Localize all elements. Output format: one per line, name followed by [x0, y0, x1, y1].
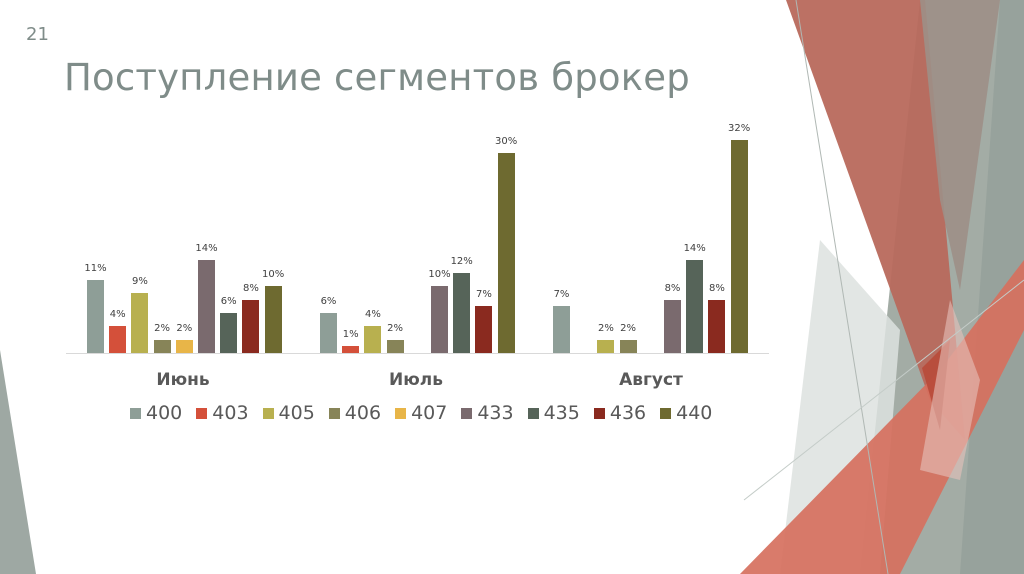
bar-436-0 [242, 299, 260, 353]
legend-item-406: 406 [328, 402, 382, 424]
bar-400-2 [553, 306, 570, 353]
bar-value-label: 8% [708, 282, 725, 294]
bar-435-2 [686, 259, 704, 353]
bar-433-0 [198, 259, 215, 353]
legend-item-403: 403 [196, 402, 249, 424]
legend-swatch-icon [196, 407, 208, 419]
bar-440-1 [497, 152, 515, 353]
category-label-july: Июль [389, 370, 443, 390]
bar-value-label: 6% [220, 295, 237, 307]
bar-value-label: 8% [664, 282, 681, 294]
bar-405-2 [597, 339, 615, 353]
legend-swatch-icon [262, 407, 274, 419]
bar-value-label: 12% [450, 255, 473, 267]
bar-value-label: 14% [195, 242, 218, 254]
category-label-june: Июнь [156, 370, 210, 390]
legend-item-435: 435 [527, 402, 580, 424]
bar-value-label: 2% [387, 322, 404, 334]
legend-label: 440 [676, 402, 713, 424]
bar-400-1 [320, 312, 337, 353]
legend-item-433: 433 [461, 402, 514, 424]
bar-403-1 [342, 346, 360, 353]
bar-436-2 [708, 299, 726, 353]
legend-label: 405 [278, 402, 315, 424]
legend-swatch-icon [328, 407, 340, 419]
legend-label: 407 [411, 402, 448, 424]
legend-swatch-icon [527, 407, 539, 419]
bar-407-0 [175, 339, 193, 353]
bar-406-2 [619, 339, 637, 353]
legend-label: 406 [344, 402, 382, 424]
bar-value-label: 6% [320, 295, 337, 307]
bar-435-0 [220, 312, 238, 353]
legend-swatch-icon [660, 407, 672, 419]
bar-value-label: 14% [683, 242, 706, 254]
bar-435-1 [453, 272, 471, 353]
bar-440-0 [264, 286, 282, 353]
legend-label: 403 [212, 402, 249, 424]
bar-value-label: 2% [597, 322, 614, 334]
legend-item-400: 400 [130, 402, 182, 424]
bar-value-label: 1% [342, 329, 359, 341]
bar-value-label: 32% [727, 122, 751, 134]
slide-title: Поступление сегментов брокер [64, 56, 690, 99]
bar-value-label: 7% [475, 289, 492, 301]
bar-value-label: 4% [109, 309, 126, 321]
bar-value-label: 8% [242, 282, 259, 294]
chart-legend: 400 403 405 406 407 433 435 436 440 [130, 402, 726, 424]
legend-item-436: 436 [593, 402, 647, 424]
bar-436-1 [475, 306, 493, 353]
bar-value-label: 10% [428, 269, 451, 281]
bar-433-2 [664, 299, 681, 353]
slide-number: 21 [26, 24, 49, 45]
legend-swatch-icon [395, 407, 407, 419]
bar-value-label: 9% [131, 275, 148, 287]
bar-value-label: 2% [620, 322, 637, 334]
bar-405-0 [131, 292, 149, 353]
legend-item-440: 440 [660, 402, 712, 424]
bar-value-label: 10% [261, 269, 285, 281]
legend-swatch-icon [461, 407, 473, 419]
x-axis-line [66, 353, 769, 354]
legend-label: 433 [477, 402, 514, 424]
bar-400-0 [87, 279, 104, 353]
bar-406-0 [153, 339, 171, 353]
bar-433-1 [431, 286, 448, 353]
category-label-august: Август [619, 370, 683, 390]
bar-value-label: 30% [494, 135, 518, 147]
legend-swatch-icon [130, 407, 141, 419]
bar-440-2 [730, 139, 748, 353]
bar-value-label: 2% [176, 322, 193, 334]
legend-label: 436 [609, 402, 647, 424]
legend-label: 435 [543, 402, 580, 424]
legend-item-405: 405 [262, 402, 315, 424]
bar-value-label: 2% [154, 322, 171, 334]
legend-swatch-icon [593, 407, 605, 419]
bar-value-label: 4% [364, 309, 381, 321]
legend-item-407: 407 [395, 402, 447, 424]
bar-value-label: 11% [84, 262, 107, 274]
bar-value-label: 7% [553, 289, 570, 301]
legend-label: 400 [146, 402, 183, 424]
bar-405-1 [364, 326, 382, 353]
bar-406-1 [386, 339, 404, 353]
bar-403-0 [109, 326, 127, 353]
